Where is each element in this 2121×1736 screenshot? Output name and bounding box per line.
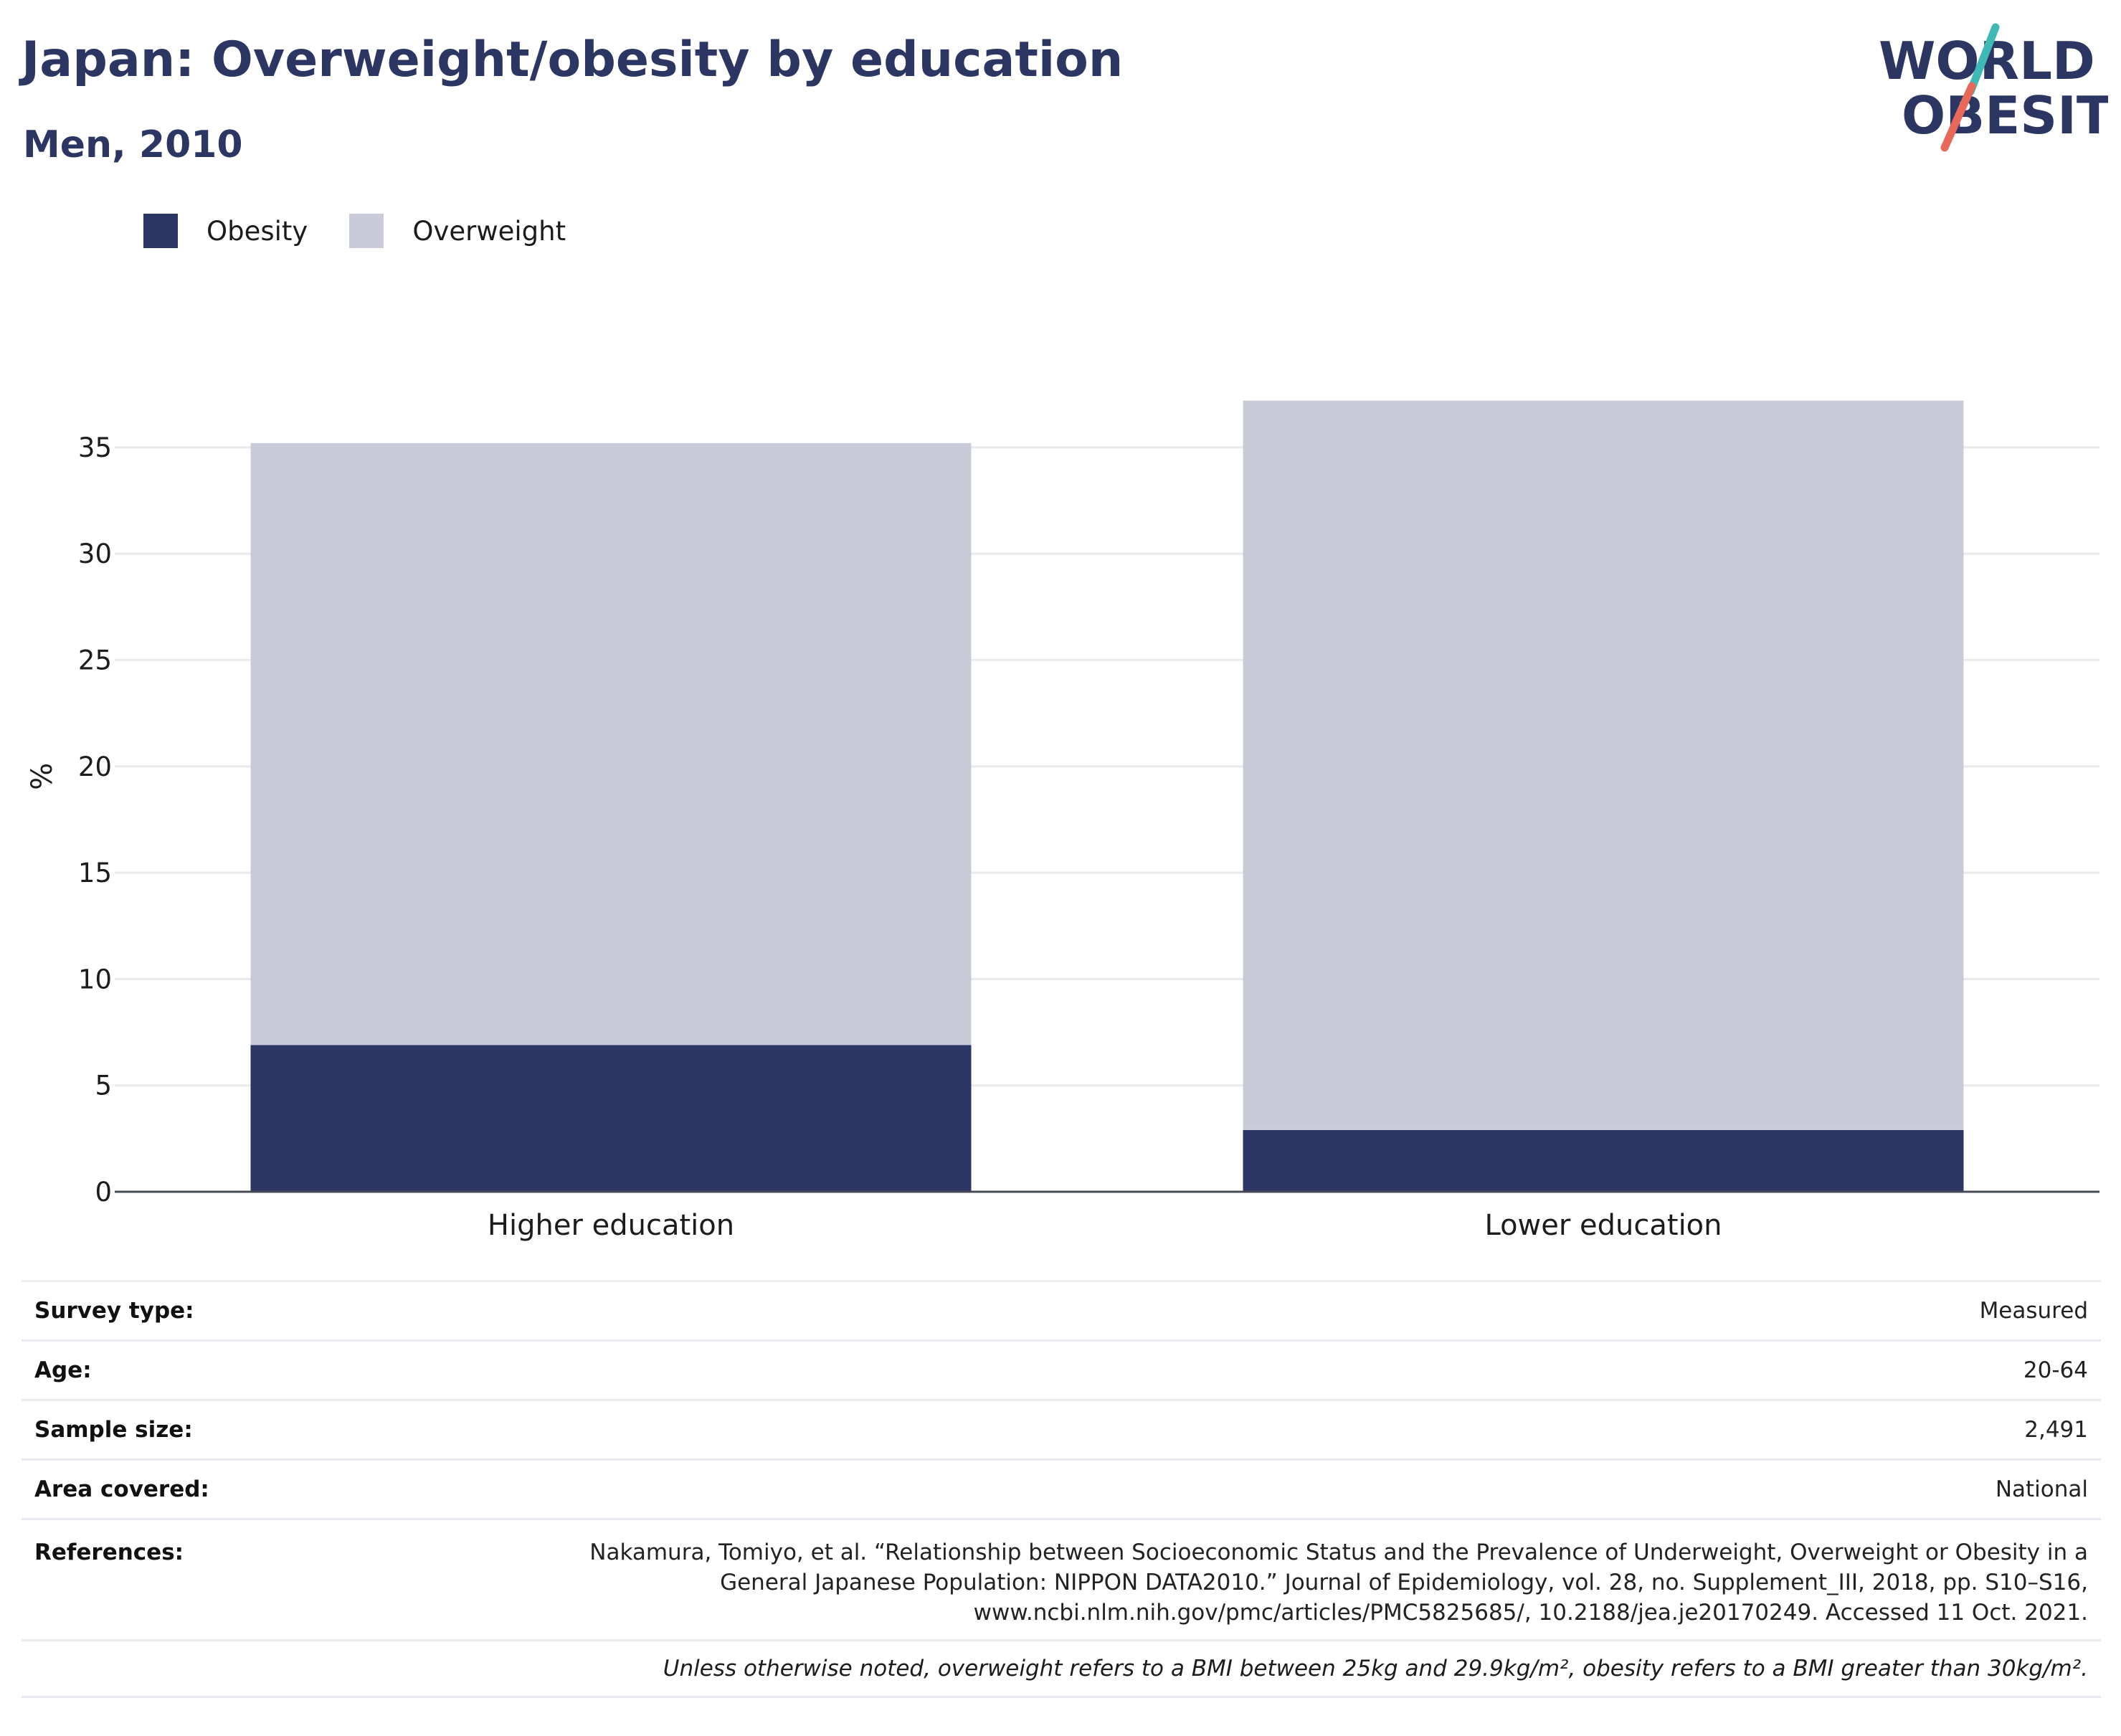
survey-info-table: Survey type: Measured Age: 20-64 Sample … <box>22 1280 2101 1698</box>
y-tick-label: 25 <box>78 645 112 676</box>
logo-word-obesity: OBESITY <box>1902 85 2108 146</box>
bar-obesity-2 <box>1243 1129 1964 1192</box>
references-value: Nakamura, Tomiyo, et al. “Relationship b… <box>549 1518 2101 1641</box>
y-tick-label: 15 <box>78 858 112 888</box>
legend-item-obesity[interactable]: Obesity <box>143 214 308 248</box>
legend-item-overweight[interactable]: Overweight <box>349 214 566 248</box>
reference-line: Nakamura, Tomiyo, et al. “Relationship b… <box>589 1540 2088 1565</box>
y-tick-label: 10 <box>78 964 112 995</box>
y-tick-label: 30 <box>78 539 112 569</box>
y-tick-label: 0 <box>95 1177 112 1208</box>
info-row-sample-size: Sample size: 2,491 <box>22 1399 2101 1460</box>
area-label: Area covered: <box>22 1458 549 1519</box>
chart-subtitle: Men, 2010 <box>23 123 243 166</box>
sample-size-value: 2,491 <box>549 1399 2101 1460</box>
references-label: References: <box>22 1518 549 1641</box>
legend-swatch-overweight <box>349 214 384 248</box>
x-tick-label: Lower education <box>1484 1209 1722 1242</box>
info-row-area: Area covered: National <box>22 1458 2101 1519</box>
survey-type-label: Survey type: <box>22 1280 549 1341</box>
age-value: 20-64 <box>549 1339 2101 1400</box>
stacked-bar-chart: 0 5 10 15 20 25 30 35% Higher education Lower edu… <box>26 400 2099 1242</box>
y-tick-label: 5 <box>95 1071 112 1101</box>
bar-overweight-2 <box>1243 400 1964 1130</box>
y-tick-label: 20 <box>78 751 112 782</box>
bar-overweight-1 <box>250 442 972 1045</box>
chart-title: Japan: Overweight/obesity by education <box>22 32 1124 88</box>
legend-swatch-obesity <box>143 214 178 248</box>
world-obesity-logo: WORLD OBESITY <box>1879 23 2108 152</box>
survey-type-value: Measured <box>549 1280 2101 1341</box>
y-tick-label: 35 <box>78 432 112 463</box>
legend-label-overweight: Overweight <box>412 215 566 247</box>
info-row-survey-type: Survey type: Measured <box>22 1280 2101 1341</box>
area-value: National <box>549 1458 2101 1519</box>
logo-slash-top <box>1966 23 2000 96</box>
reference-line: www.ncbi.nlm.nih.gov/pmc/articles/PMC582… <box>973 1600 2088 1626</box>
bar-obesity-1 <box>250 1045 972 1192</box>
age-label: Age: <box>22 1339 549 1400</box>
x-tick-label: Higher education <box>488 1209 734 1242</box>
sample-size-label: Sample size: <box>22 1399 549 1460</box>
bmi-definition-note: Unless otherwise noted, overweight refer… <box>22 1639 2101 1698</box>
reference-line: General Japanese Population: NIPPON DATA… <box>720 1570 2088 1595</box>
info-row-age: Age: 20-64 <box>22 1339 2101 1400</box>
logo-slash-bottom <box>1940 82 1976 152</box>
info-row-definition-note: Unless otherwise noted, overweight refer… <box>22 1639 2101 1698</box>
chart-legend: Obesity Overweight <box>143 214 607 248</box>
legend-label-obesity: Obesity <box>207 215 308 247</box>
info-row-references: References: Nakamura, Tomiyo, et al. “Re… <box>22 1518 2101 1641</box>
y-axis-label: % <box>26 763 59 790</box>
